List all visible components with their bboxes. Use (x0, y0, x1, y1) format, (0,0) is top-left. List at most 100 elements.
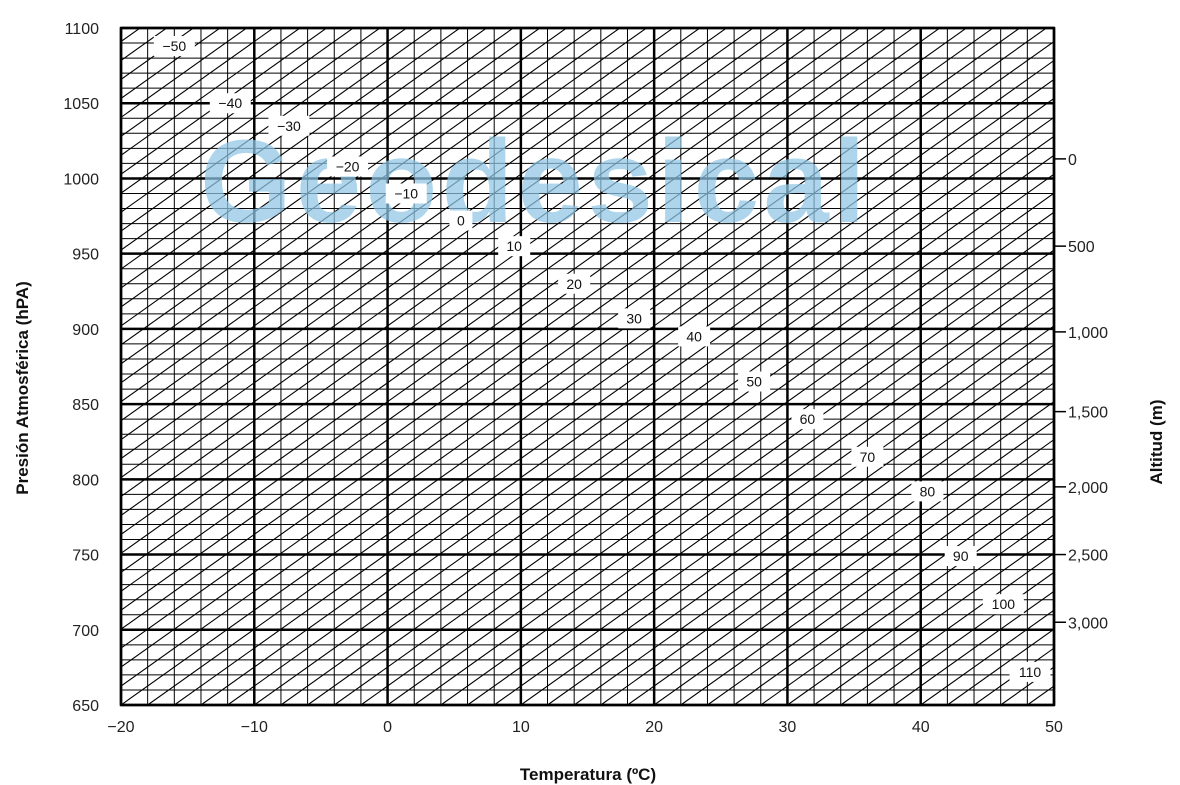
isoline (787, 514, 1054, 705)
isoline-label-text: 40 (686, 328, 702, 344)
isoline-label-bg (618, 308, 651, 329)
isoline (573, 363, 1054, 705)
isoline-label-bg (385, 183, 427, 204)
y-tick-labels: 650 700 750 800 850 900 950 1000 1050 1100 (63, 21, 99, 715)
isoline-label-bg (851, 446, 884, 467)
isoline (121, 28, 195, 81)
altitude-tick-label: 2,500 (1068, 548, 1108, 565)
isoline-label-bg (738, 371, 771, 392)
isoline (173, 78, 1054, 705)
y-tick-label: 900 (72, 322, 99, 339)
isoline-label-bg (558, 273, 591, 294)
isoline-label: 80 (911, 481, 944, 502)
isoline-label-bg (327, 156, 369, 177)
isoline (547, 344, 1054, 705)
x-tick-label: 0 (383, 719, 392, 736)
isoline-label-text: −10 (394, 185, 418, 201)
isoline (121, 28, 1021, 668)
isoline (121, 28, 355, 194)
y-tick-label: 950 (72, 247, 99, 264)
y-tick-label: 850 (72, 397, 99, 414)
isoline (121, 28, 301, 156)
isoline-label-bg (209, 93, 251, 114)
isoline-label: −50 (153, 36, 195, 57)
isoline (121, 28, 515, 308)
diagonal-isolines (121, 28, 1054, 705)
y-tick-label: 800 (72, 472, 99, 489)
isoline (200, 97, 1054, 705)
isoline (121, 28, 728, 460)
isoline-label: 20 (558, 273, 591, 294)
altitude-tick-label: 1,000 (1068, 325, 1108, 342)
isoline-label-bg (911, 481, 944, 502)
isoline-label: −10 (385, 183, 427, 204)
isoline-label-bg (982, 594, 1024, 615)
isoline-label-text: 20 (566, 276, 582, 292)
x-tick-label: 10 (512, 719, 530, 736)
isoline (707, 457, 1054, 705)
x-tick-label: −20 (107, 719, 134, 736)
isoline-label-text: 50 (746, 374, 762, 390)
x-tick-label: 40 (912, 719, 930, 736)
isoline-label-text: 90 (953, 548, 969, 564)
isoline (121, 28, 915, 592)
isoline (121, 28, 755, 479)
isoline (413, 249, 1054, 705)
isoline-label-text: 0 (457, 213, 465, 229)
isoline-label: 60 (791, 409, 824, 430)
isoline (121, 28, 621, 384)
isoline (121, 28, 648, 403)
isoline (147, 59, 1054, 705)
x-tick-label: 20 (645, 719, 663, 736)
isoline-label: 0 (449, 210, 473, 231)
isoline (121, 28, 381, 213)
y2-axis-title: Altitud (m) (1147, 400, 1166, 485)
isoline-label-text: 110 (1019, 664, 1042, 680)
isoline-label: 100 (982, 594, 1024, 615)
isoline-label-text: 70 (860, 449, 876, 465)
altitude-tick-labels: 0 500 1,000 1,500 2,000 2,500 3,000 (1054, 152, 1108, 632)
isoline (467, 287, 1054, 705)
isoline-label-bg (449, 210, 473, 231)
isoline-label-bg (944, 546, 977, 567)
isoline-label: 40 (678, 326, 711, 347)
y-tick-label: 650 (72, 698, 99, 715)
isoline-label-text: −40 (218, 95, 242, 111)
y-axis-title: Presión Atmosférica (hPA) (13, 281, 32, 495)
isoline-label-bg (498, 236, 531, 257)
isoline (121, 28, 435, 251)
isoline (121, 28, 701, 441)
isoline-label-text: −30 (277, 118, 301, 134)
isoline (333, 192, 1054, 705)
isoline (680, 438, 1054, 705)
isoline (360, 211, 1054, 705)
isoline-label-bg (268, 115, 310, 136)
x-tick-label: 50 (1045, 719, 1063, 736)
isoline (733, 476, 1054, 705)
isoline (813, 533, 1054, 705)
isoline (121, 28, 488, 289)
isoline (440, 268, 1054, 705)
isoline-labels: −50 −40 −30 −20 −10 0 10 20 30 40 50 60 70 80 90 100 110 (153, 36, 1051, 682)
isoline (493, 306, 1054, 705)
y-tick-label: 750 (72, 548, 99, 565)
plot-frame (119, 26, 1056, 707)
isoline-label-text: 60 (800, 411, 816, 427)
isoline-label-text: 10 (506, 238, 522, 254)
isoline-label: 110 (1009, 661, 1051, 682)
isoline (840, 552, 1054, 705)
isoline (121, 28, 275, 137)
isoline-label-bg (678, 326, 711, 347)
altitude-tick-label: 0 (1068, 152, 1077, 169)
isoline-label-text: 30 (626, 310, 642, 326)
isoline (600, 382, 1054, 705)
isoline (121, 28, 248, 119)
isoline-label: 30 (618, 308, 651, 329)
isoline (653, 419, 1054, 705)
y-tick-label: 700 (72, 623, 99, 640)
isoline (280, 154, 1054, 705)
y-tick-label: 1100 (65, 21, 100, 38)
isoline-label-bg (1009, 661, 1051, 682)
isoline-label: 70 (851, 446, 884, 467)
